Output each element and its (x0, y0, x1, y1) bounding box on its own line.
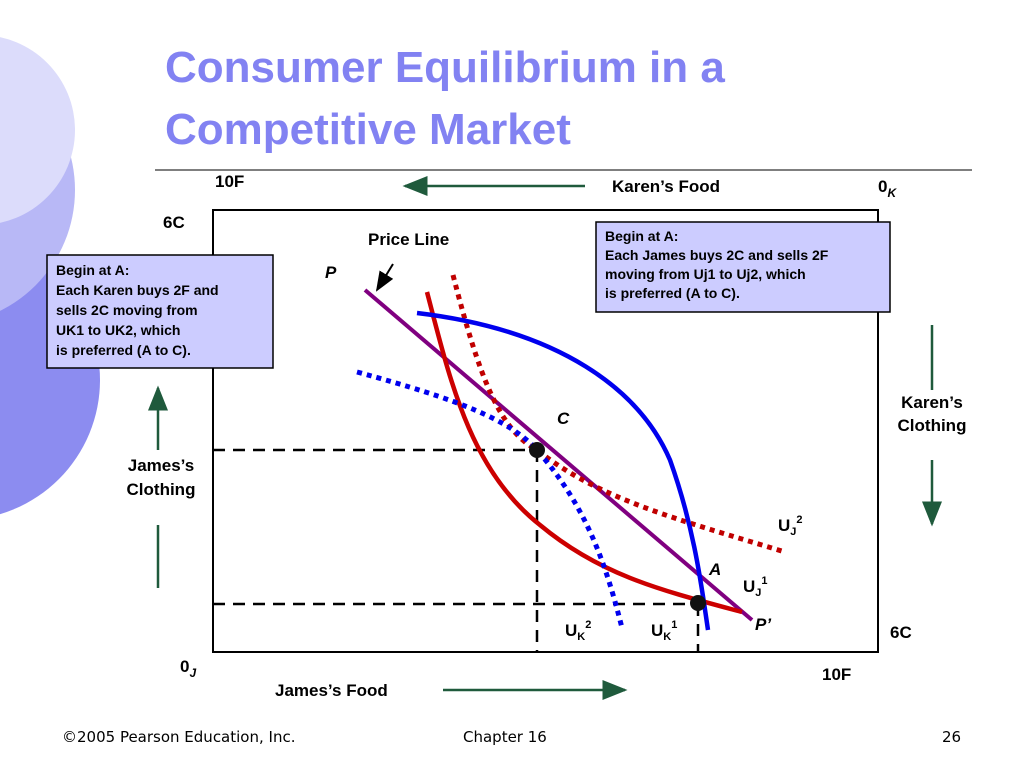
footer-copyright: ©2005 Pearson Education, Inc. (62, 728, 295, 746)
axis-label: Clothing (127, 480, 196, 499)
axis-label: Karen’s (901, 393, 963, 412)
footer-chapter: Chapter 16 (463, 728, 547, 746)
axis-label: 6C (163, 213, 185, 232)
p-prime-label: P’ (755, 615, 771, 634)
title-line: Consumer Equilibrium in a (165, 43, 725, 92)
note-box (46, 254, 274, 369)
sub: J (755, 587, 761, 599)
note-line: Each James buys 2C and sells 2F (605, 247, 829, 263)
dashed-guides (213, 448, 700, 652)
pointer-arrow (375, 263, 394, 292)
p-label: P (325, 263, 337, 282)
footer-page: 26 (942, 728, 961, 746)
title-line: Competitive Market (165, 105, 571, 154)
c-label: C (557, 409, 570, 428)
point-a (690, 595, 706, 611)
sup: 1 (671, 619, 677, 631)
note-line: is preferred (A to C). (605, 285, 740, 301)
origin-label: 0K (878, 177, 897, 200)
u: U (778, 516, 790, 535)
uk1-curve (424, 291, 743, 615)
price-line (363, 288, 754, 622)
note-line: Each Karen buys 2F and (56, 282, 219, 298)
origin-sub: K (887, 186, 897, 200)
uj1-curve (416, 310, 711, 631)
a-label: A (708, 560, 721, 579)
u: U (743, 577, 755, 596)
price-line-label: Price Line (368, 230, 449, 249)
note-line: is preferred (A to C). (56, 342, 191, 358)
sup: 2 (585, 619, 591, 631)
note-line: sells 2C moving from (56, 302, 198, 318)
axis-label: James’s Food (275, 681, 388, 700)
note-line: Begin at A: (56, 262, 129, 278)
note-box (595, 221, 891, 313)
sup: 2 (796, 514, 802, 526)
sup: 1 (761, 575, 767, 587)
origin-main: 0 (180, 657, 189, 676)
note-line: moving from Uj1 to Uj2, which (605, 266, 806, 282)
sub: K (577, 631, 585, 643)
origin-main: 0 (878, 177, 887, 196)
uk2-curve (356, 369, 625, 629)
sub: K (663, 631, 671, 643)
axis-label: 10F (822, 665, 851, 684)
curve-label: UK1 (651, 619, 677, 643)
curve-label: UJ1 (743, 575, 768, 599)
u: U (565, 621, 577, 640)
left-note: Begin at A: Each Karen buys 2F and sells… (56, 262, 219, 358)
axis-label: Clothing (898, 416, 967, 435)
point-c (529, 442, 545, 458)
origin-sub: J (189, 666, 196, 680)
axis-label: James’s (128, 456, 194, 475)
curve-label: UK2 (565, 619, 591, 643)
uj2-curve (450, 274, 786, 555)
u: U (651, 621, 663, 640)
right-note: Begin at A: Each James buys 2C and sells… (605, 228, 829, 301)
axis-label: Karen’s Food (612, 177, 720, 196)
edgeworth-box (212, 209, 879, 653)
note-line: UK1 to UK2, which (56, 322, 180, 338)
origin-label: 0J (180, 657, 196, 680)
axis-label: 10F (215, 172, 244, 191)
note-line: Begin at A: (605, 228, 678, 244)
direction-arrows (148, 176, 942, 700)
sub: J (790, 526, 796, 538)
curve-label: UJ2 (778, 514, 803, 538)
axis-label: 6C (890, 623, 912, 642)
